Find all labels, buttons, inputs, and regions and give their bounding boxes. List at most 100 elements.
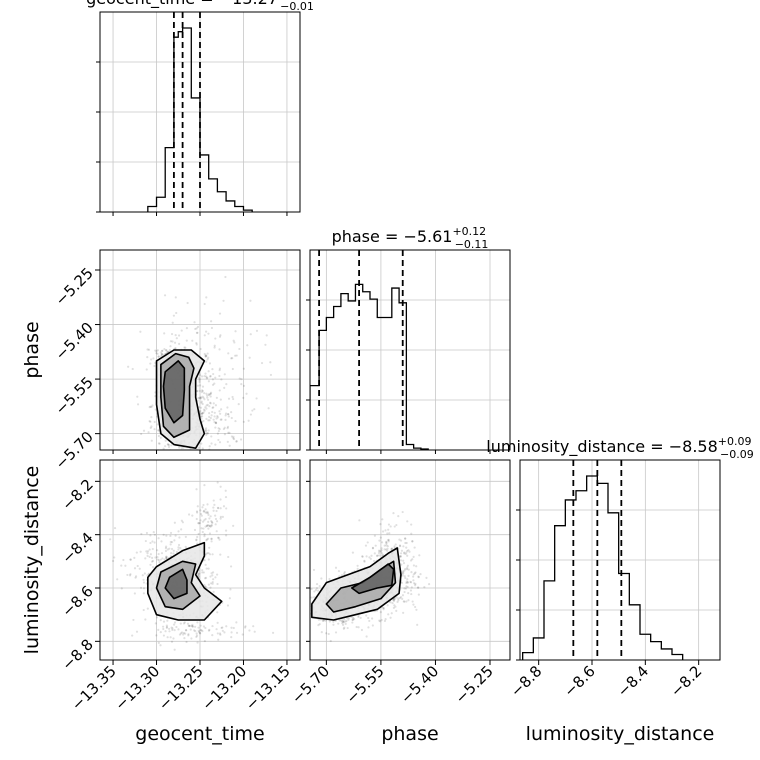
sample-point <box>379 550 383 553</box>
sample-point <box>219 633 222 636</box>
sample-point <box>214 421 218 424</box>
sample-point <box>344 620 347 623</box>
sample-point <box>165 626 168 629</box>
sample-point <box>317 618 321 621</box>
sample-point <box>223 373 226 376</box>
sample-point <box>205 296 208 299</box>
sample-point <box>201 415 204 418</box>
sample-point <box>340 574 344 577</box>
sample-point <box>227 413 230 416</box>
sample-point <box>195 327 198 330</box>
sample-point <box>410 532 413 535</box>
sample-point <box>351 616 354 619</box>
sample-point <box>381 518 384 521</box>
sample-point <box>184 545 187 548</box>
sample-point <box>206 396 209 399</box>
sample-point <box>163 332 166 335</box>
sample-point <box>403 590 406 594</box>
sample-point <box>120 564 123 567</box>
sample-point <box>213 415 216 418</box>
title-sub: −0.09 <box>720 448 754 461</box>
sample-point <box>406 566 409 569</box>
sample-point <box>209 416 212 420</box>
y-tick-label: −8.2 <box>58 475 96 513</box>
sample-point <box>195 635 198 638</box>
sample-point <box>305 605 307 607</box>
sample-point <box>200 466 202 468</box>
sample-point <box>206 511 210 515</box>
sample-point <box>174 334 177 337</box>
sample-point <box>208 532 212 535</box>
sample-point <box>200 442 203 445</box>
sample-point <box>153 420 156 424</box>
sample-point <box>235 621 238 624</box>
sample-point <box>211 582 214 585</box>
sample-point <box>150 439 153 442</box>
sample-point <box>380 618 383 622</box>
density-panel-geocent_time-luminosity_distance <box>100 460 300 660</box>
sample-point <box>222 299 225 302</box>
sample-point <box>207 513 210 517</box>
sample-point <box>182 631 185 635</box>
sample-point <box>401 597 404 600</box>
sample-point <box>160 352 163 355</box>
sample-point <box>197 573 200 576</box>
sample-point <box>351 621 354 624</box>
sample-point <box>371 624 374 627</box>
sample-point <box>196 505 199 508</box>
sample-point <box>220 454 222 456</box>
sample-point <box>412 579 415 582</box>
sample-point <box>197 573 200 577</box>
sample-point <box>226 427 229 430</box>
sample-point <box>230 626 233 629</box>
sample-point <box>406 578 409 581</box>
sample-point <box>154 408 157 411</box>
sample-point <box>169 636 172 639</box>
sample-point <box>199 384 202 387</box>
sample-point <box>170 640 174 643</box>
sample-point <box>210 537 213 541</box>
x-tick-label: −5.70 <box>288 662 333 707</box>
sample-point <box>210 540 213 543</box>
sample-point <box>143 572 146 575</box>
sample-point <box>313 596 316 599</box>
sample-point <box>419 573 422 576</box>
sample-point <box>205 524 209 528</box>
sample-point <box>201 530 204 534</box>
sample-point <box>199 347 202 351</box>
sample-point <box>359 616 362 620</box>
sample-point <box>149 563 152 566</box>
sample-point <box>228 597 231 600</box>
sample-point <box>217 536 220 539</box>
sample-point <box>147 431 150 434</box>
sample-point <box>329 639 332 643</box>
sample-point <box>144 539 147 543</box>
sample-point <box>373 534 376 537</box>
sample-point <box>199 412 202 415</box>
sample-point <box>144 618 147 621</box>
sample-point <box>216 632 219 635</box>
sample-point <box>204 511 207 514</box>
x-tick-label: −5.40 <box>397 662 442 707</box>
sample-point <box>281 567 283 569</box>
sample-point <box>393 525 396 528</box>
sample-point <box>371 547 375 550</box>
sample-point <box>197 446 200 449</box>
sample-point <box>264 343 267 346</box>
sample-point <box>180 519 183 522</box>
sample-point <box>382 608 385 611</box>
sample-point <box>201 506 204 509</box>
sample-point <box>385 541 388 544</box>
sample-point <box>204 517 207 521</box>
sample-point <box>203 577 207 580</box>
sample-point <box>204 430 207 433</box>
sample-point <box>404 587 408 590</box>
sample-point <box>171 340 174 343</box>
sample-point <box>196 331 199 334</box>
sample-point <box>208 517 211 520</box>
sample-point <box>216 621 219 624</box>
sample-point <box>156 555 159 559</box>
sample-point <box>166 619 169 622</box>
sample-point <box>400 581 403 584</box>
sample-point <box>358 519 361 522</box>
